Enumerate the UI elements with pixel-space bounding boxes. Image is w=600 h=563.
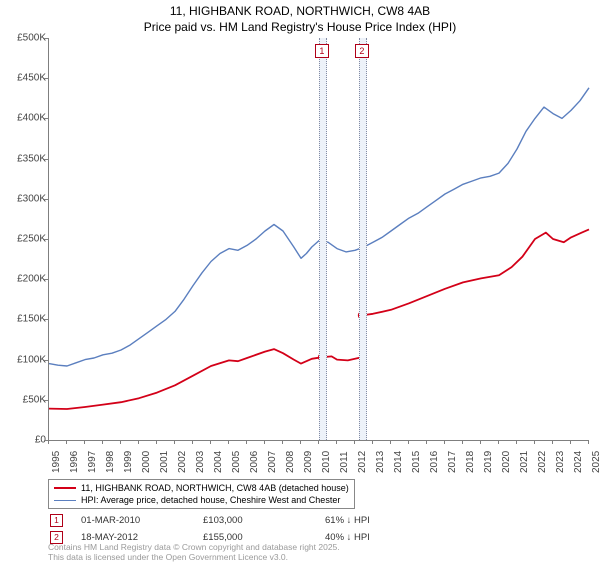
chart-plot-area: 12 — [48, 38, 589, 441]
sale-band — [319, 38, 327, 440]
x-axis-label: 2005 — [231, 451, 242, 473]
x-axis-label: 2016 — [429, 451, 440, 473]
y-axis-label: £100K — [2, 354, 46, 365]
x-axis-label: 2014 — [393, 451, 404, 473]
x-axis-label: 2011 — [339, 451, 350, 473]
y-axis-label: £250K — [2, 234, 46, 245]
y-axis-label: £350K — [2, 153, 46, 164]
x-axis-label: 2001 — [159, 451, 170, 473]
sale-marker: 2 — [355, 44, 369, 58]
legend-item: HPI: Average price, detached house, Ches… — [54, 494, 349, 506]
x-axis-label: 2024 — [573, 451, 584, 473]
x-axis-label: 2020 — [501, 451, 512, 473]
x-axis-label: 2003 — [195, 451, 206, 473]
y-axis-label: £0 — [2, 435, 46, 446]
sale-marker: 1 — [315, 44, 329, 58]
x-axis-label: 2025 — [591, 451, 600, 473]
x-axis-label: 1995 — [51, 451, 62, 473]
title-line2: Price paid vs. HM Land Registry's House … — [0, 20, 600, 36]
sale-number-box: 1 — [50, 514, 63, 527]
y-axis-label: £50K — [2, 394, 46, 405]
x-axis-label: 2007 — [267, 451, 278, 473]
x-axis-label: 2008 — [285, 451, 296, 473]
y-axis-label: £400K — [2, 113, 46, 124]
x-axis-label: 1999 — [123, 451, 134, 473]
x-axis-label: 2012 — [357, 451, 368, 473]
x-axis-label: 1996 — [69, 451, 80, 473]
y-axis-label: £500K — [2, 33, 46, 44]
y-axis-label: £150K — [2, 314, 46, 325]
legend-box: 11, HIGHBANK ROAD, NORTHWICH, CW8 4AB (d… — [48, 479, 355, 509]
title-line1: 11, HIGHBANK ROAD, NORTHWICH, CW8 4AB — [0, 4, 600, 20]
y-axis-label: £200K — [2, 274, 46, 285]
y-axis-label: £300K — [2, 193, 46, 204]
x-axis-label: 2021 — [519, 451, 530, 473]
sale-band — [359, 38, 367, 440]
x-axis-label: 2006 — [249, 451, 260, 473]
x-axis-label: 2015 — [411, 451, 422, 473]
x-axis-label: 2022 — [537, 451, 548, 473]
sale-row: 101-MAR-2010£103,00061% ↓ HPI — [50, 513, 380, 528]
x-axis-label: 2019 — [483, 451, 494, 473]
x-axis-label: 2023 — [555, 451, 566, 473]
x-axis-label: 2002 — [177, 451, 188, 473]
x-axis-label: 2013 — [375, 451, 386, 473]
chart-title: 11, HIGHBANK ROAD, NORTHWICH, CW8 4AB Pr… — [0, 0, 600, 35]
footer-line2: This data is licensed under the Open Gov… — [48, 553, 340, 563]
x-axis-label: 2010 — [321, 451, 332, 473]
x-axis-label: 1998 — [105, 451, 116, 473]
x-axis-label: 1997 — [87, 451, 98, 473]
x-axis-label: 2017 — [447, 451, 458, 473]
x-axis-label: 2004 — [213, 451, 224, 473]
x-axis-label: 2000 — [141, 451, 152, 473]
x-axis-label: 2018 — [465, 451, 476, 473]
legend-item: 11, HIGHBANK ROAD, NORTHWICH, CW8 4AB (d… — [54, 482, 349, 494]
x-axis-label: 2009 — [303, 451, 314, 473]
y-axis-label: £450K — [2, 73, 46, 84]
